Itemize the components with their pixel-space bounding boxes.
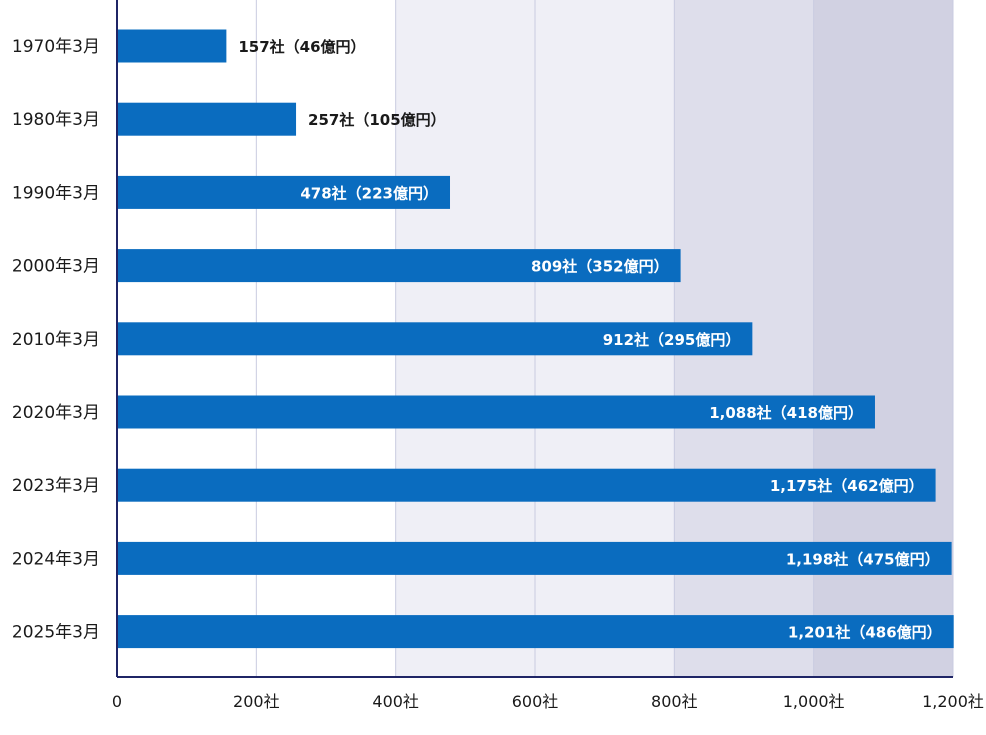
category-label-5: 2020年3月 bbox=[12, 403, 100, 423]
bar-data-label-1: 257社（105億円） bbox=[308, 111, 446, 129]
bar-labels: 157社（46億円） 257社（105億円） 478社（223億円） 809社（352… bbox=[238, 38, 941, 642]
category-label-3: 2000年3月 bbox=[12, 257, 100, 277]
bar-data-label-3: 809社（352億円） bbox=[531, 258, 669, 276]
category-label-1: 1980年3月 bbox=[12, 110, 100, 130]
x-tick-label-1200: 1,200社 bbox=[922, 692, 984, 711]
bar-data-label-5: 1,088社（418億円） bbox=[709, 404, 863, 422]
bar-3 bbox=[117, 249, 681, 283]
bar-data-label-4: 912社（295億円） bbox=[603, 331, 741, 349]
background-band-3 bbox=[813, 0, 953, 677]
x-tick-label-800: 800社 bbox=[651, 692, 698, 711]
bar-0 bbox=[117, 29, 227, 63]
x-tick-label-1000: 1,000社 bbox=[783, 692, 845, 711]
bar-data-label-8: 1,201社（486億円） bbox=[788, 624, 942, 642]
bar-1 bbox=[117, 102, 297, 136]
bars bbox=[117, 29, 954, 649]
bar-6 bbox=[117, 468, 936, 502]
x-tick-label-200: 200社 bbox=[233, 692, 280, 711]
x-tick-labels: 0 200社 400社 600社 800社 1,000社 1,200社 bbox=[112, 692, 984, 711]
bar-7 bbox=[117, 541, 952, 575]
x-tick-label-0: 0 bbox=[112, 692, 122, 711]
bar-8 bbox=[117, 615, 954, 649]
x-tick-label-600: 600社 bbox=[512, 692, 559, 711]
bar-data-label-2: 478社（223億円） bbox=[300, 184, 438, 202]
category-label-0: 1970年3月 bbox=[12, 37, 100, 57]
category-label-6: 2023年3月 bbox=[12, 476, 100, 496]
bar-4 bbox=[117, 322, 753, 356]
bar-5 bbox=[117, 395, 875, 429]
bar-data-label-0: 157社（46億円） bbox=[238, 38, 365, 56]
axes bbox=[116, 0, 953, 678]
x-tick-label-400: 400社 bbox=[372, 692, 419, 711]
bar-data-label-7: 1,198社（475億円） bbox=[786, 550, 940, 568]
category-labels: 1970年3月 1980年3月 1990年3月 2000年3月 2010年3月 2020年… bbox=[12, 37, 100, 643]
bar-data-label-6: 1,175社（462億円） bbox=[770, 477, 924, 495]
category-label-4: 2010年3月 bbox=[12, 330, 100, 350]
bar-2 bbox=[117, 175, 451, 209]
category-label-2: 1990年3月 bbox=[12, 183, 100, 203]
category-label-7: 2024年3月 bbox=[12, 549, 100, 569]
category-label-8: 2025年3月 bbox=[12, 623, 100, 643]
